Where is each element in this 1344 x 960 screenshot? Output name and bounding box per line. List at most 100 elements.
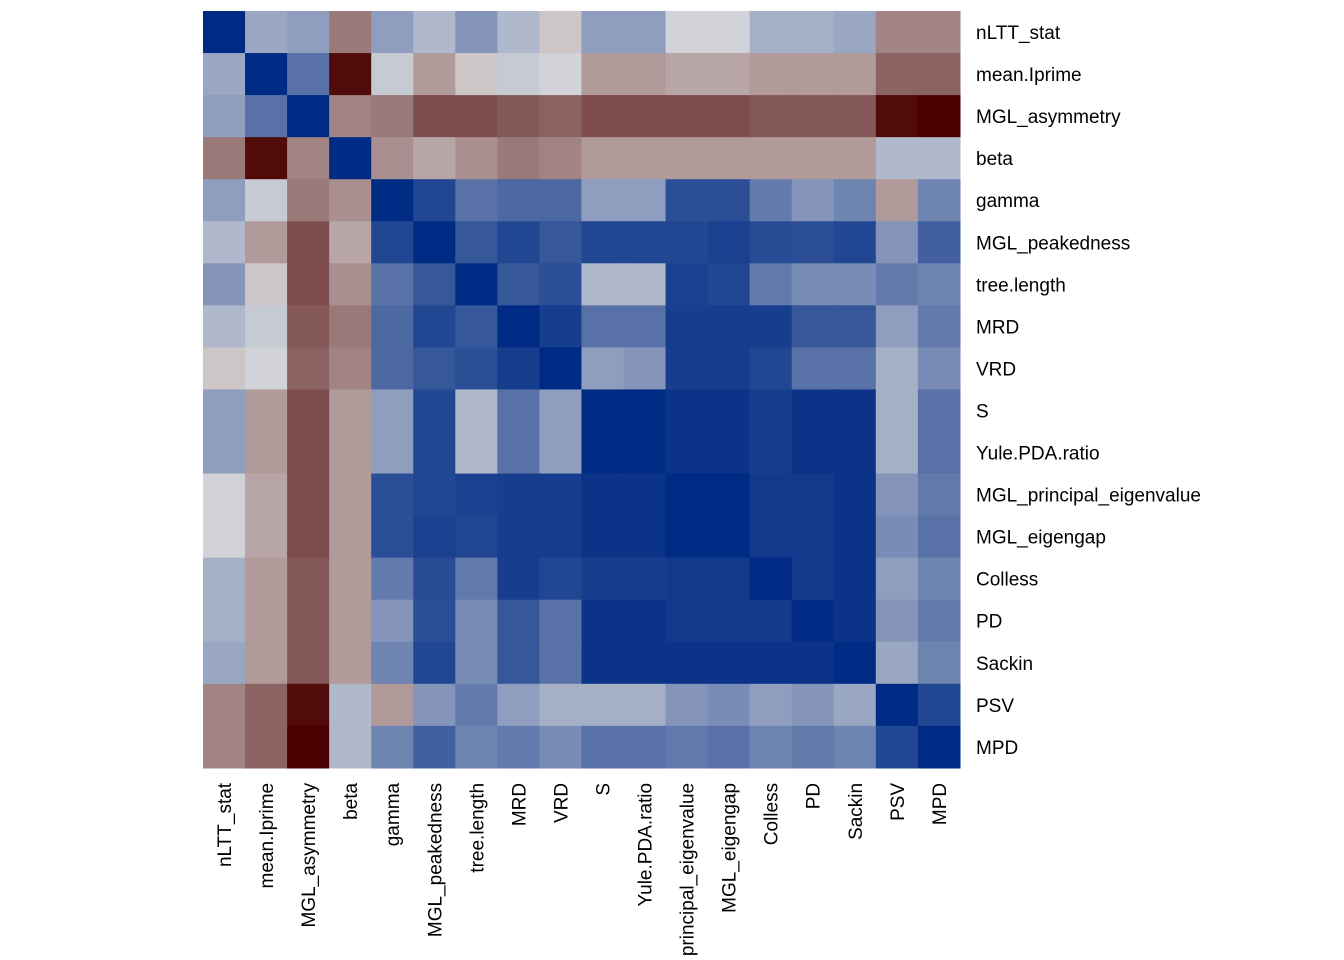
heatmap-cell (749, 347, 793, 391)
heatmap-cell (287, 137, 330, 180)
heatmap-cell (665, 641, 709, 685)
heatmap-cell (833, 263, 877, 306)
heatmap-cell (707, 725, 751, 769)
heatmap-cell (287, 11, 330, 54)
heatmap-cell (329, 641, 372, 685)
heatmap-cell (749, 557, 793, 601)
column-label: VRD (551, 783, 572, 823)
heatmap-cell (245, 137, 288, 180)
heatmap-cell (455, 725, 498, 769)
heatmap-cell (539, 95, 583, 138)
heatmap-cell (539, 431, 583, 475)
heatmap-cell (791, 557, 835, 601)
heatmap-cell (287, 53, 330, 96)
heatmap-cell (875, 179, 919, 222)
heatmap-cell (497, 53, 540, 96)
heatmap-cell (749, 305, 793, 348)
heatmap-cell (581, 221, 625, 264)
heatmap-cell (413, 515, 456, 559)
heatmap-cell (917, 431, 961, 475)
heatmap-cell (917, 599, 961, 643)
heatmap-cell (833, 179, 877, 222)
heatmap-cell (581, 515, 625, 559)
heatmap-cell (371, 641, 414, 685)
heatmap-cell (581, 347, 625, 391)
row-label: MGL_asymmetry (976, 107, 1121, 128)
heatmap-cell (245, 95, 288, 138)
row-label: mean.Iprime (976, 65, 1082, 86)
heatmap-cell (455, 431, 498, 475)
row-label: beta (976, 149, 1013, 170)
heatmap-cell (833, 389, 877, 433)
heatmap-cell (917, 347, 961, 391)
heatmap-cell (917, 53, 961, 96)
heatmap-cell (413, 179, 456, 222)
heatmap-cell (371, 305, 414, 348)
heatmap-cell (707, 11, 751, 54)
heatmap-cell (707, 95, 751, 138)
heatmap-cell (245, 221, 288, 264)
heatmap-cell (791, 683, 835, 727)
heatmap-cell (623, 263, 667, 306)
heatmap-cell (875, 221, 919, 264)
heatmap-cell (245, 683, 288, 727)
heatmap-cell (371, 599, 414, 643)
heatmap-cell (917, 95, 961, 138)
heatmap-cell (791, 599, 835, 643)
heatmap-cell (623, 641, 667, 685)
heatmap-cell (329, 53, 372, 96)
heatmap-cell (833, 95, 877, 138)
heatmap-cell (245, 305, 288, 348)
row-label: MRD (976, 317, 1019, 338)
heatmap-cell (665, 599, 709, 643)
heatmap-cell (707, 305, 751, 348)
heatmap-cell (203, 305, 246, 348)
heatmap-cell (245, 347, 288, 391)
heatmap-cell (287, 95, 330, 138)
heatmap-cell (413, 347, 456, 391)
heatmap-cell (833, 557, 877, 601)
heatmap-cell (497, 137, 540, 180)
heatmap-cell (665, 95, 709, 138)
heatmap-cell (581, 53, 625, 96)
heatmap-cell (455, 221, 498, 264)
heatmap-cell (707, 599, 751, 643)
heatmap-cell (791, 473, 835, 517)
heatmap-cell (665, 515, 709, 559)
heatmap-cell (413, 95, 456, 138)
heatmap-cell (833, 473, 877, 517)
heatmap-cell (245, 515, 288, 559)
heatmap-cell (539, 305, 583, 348)
heatmap-cell (539, 641, 583, 685)
column-label: mean.Iprime (257, 783, 278, 889)
heatmap-cell (875, 137, 919, 180)
heatmap-cell (749, 137, 793, 180)
heatmap-cell (539, 263, 583, 306)
heatmap-cell (917, 725, 961, 769)
heatmap-cell (497, 431, 540, 475)
heatmap-cell (581, 599, 625, 643)
heatmap-cell (707, 473, 751, 517)
heatmap-cell (497, 221, 540, 264)
heatmap-cell (371, 11, 414, 54)
row-label: VRD (976, 359, 1016, 380)
heatmap-cell (623, 137, 667, 180)
heatmap-cell (833, 683, 877, 727)
heatmap-cell (833, 599, 877, 643)
heatmap-cell (665, 473, 709, 517)
heatmap-cell (203, 263, 246, 306)
heatmap-cell (371, 53, 414, 96)
heatmap-cell (203, 557, 246, 601)
heatmap-cell (623, 473, 667, 517)
heatmap-cell (413, 53, 456, 96)
heatmap-cell (623, 305, 667, 348)
heatmap-cell (413, 305, 456, 348)
heatmap-cell (749, 263, 793, 306)
heatmap-cell (875, 515, 919, 559)
heatmap-cell (413, 221, 456, 264)
heatmap-cell (287, 683, 330, 727)
heatmap-cell (623, 389, 667, 433)
heatmap-cell (539, 557, 583, 601)
heatmap-cell (287, 431, 330, 475)
heatmap-cell (917, 683, 961, 727)
